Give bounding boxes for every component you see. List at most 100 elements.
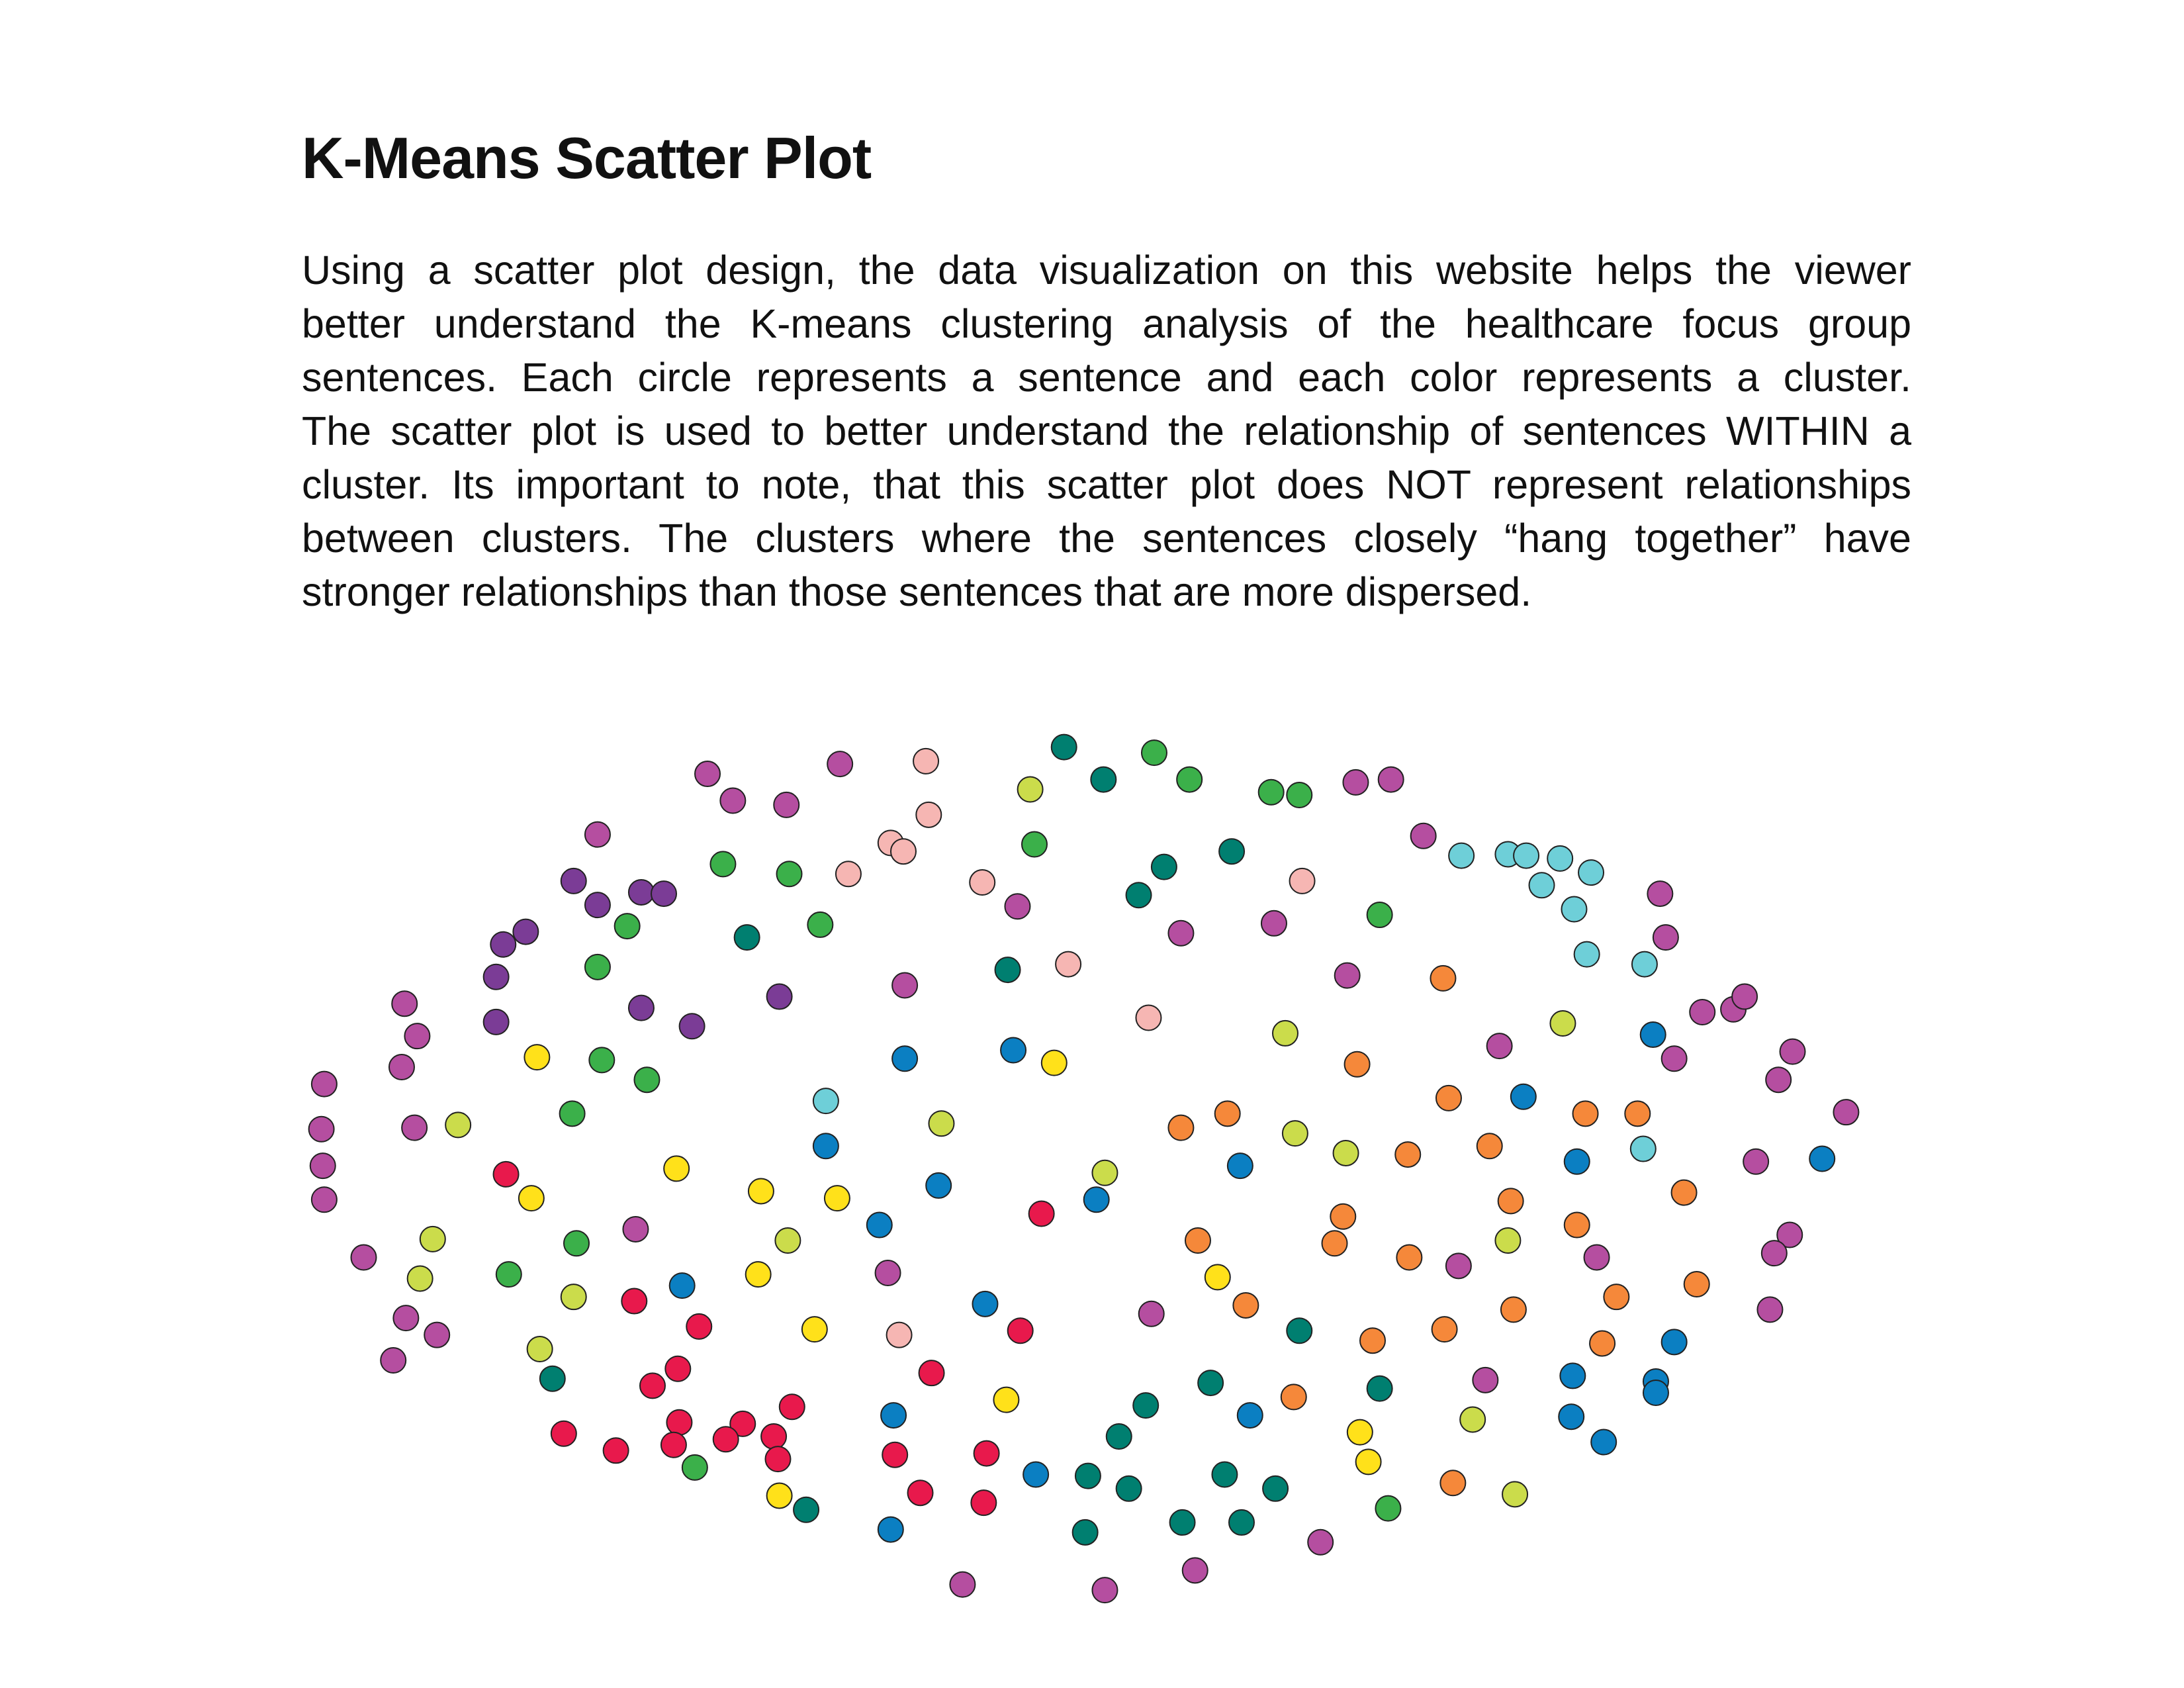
point xyxy=(563,1230,590,1257)
point xyxy=(1260,910,1287,937)
point xyxy=(1050,733,1077,761)
point xyxy=(1647,880,1674,908)
point xyxy=(1169,1509,1196,1536)
point xyxy=(973,1440,1000,1467)
point xyxy=(835,861,862,888)
point xyxy=(404,1023,431,1050)
point xyxy=(907,1479,934,1507)
point xyxy=(1603,1284,1630,1311)
point xyxy=(1561,896,1588,923)
point xyxy=(1497,1188,1524,1215)
point xyxy=(1135,1004,1162,1031)
point xyxy=(664,1355,692,1382)
point xyxy=(972,1290,999,1317)
point xyxy=(712,1426,739,1453)
point xyxy=(1262,1475,1289,1502)
point xyxy=(1573,941,1600,968)
point xyxy=(889,838,917,865)
point xyxy=(1280,1383,1307,1411)
point xyxy=(1355,1448,1382,1476)
point xyxy=(668,1272,696,1299)
point xyxy=(1776,1221,1803,1248)
point xyxy=(1181,1557,1208,1584)
point xyxy=(1286,1317,1313,1344)
point xyxy=(1346,1419,1373,1446)
point xyxy=(1366,1375,1393,1402)
point xyxy=(1334,962,1361,989)
point xyxy=(1472,1366,1499,1393)
point xyxy=(1476,1133,1503,1160)
point xyxy=(915,801,942,828)
point xyxy=(1140,739,1167,767)
point xyxy=(310,1070,338,1098)
point xyxy=(1528,872,1555,899)
point xyxy=(1021,831,1048,858)
point xyxy=(1125,882,1152,909)
point xyxy=(492,1160,520,1188)
point xyxy=(1410,822,1437,849)
point xyxy=(482,963,510,990)
point xyxy=(1359,1327,1387,1354)
point xyxy=(874,1259,901,1286)
point xyxy=(391,990,418,1017)
point xyxy=(309,1152,336,1180)
point xyxy=(880,1402,907,1429)
point xyxy=(1502,1481,1529,1508)
point xyxy=(1756,1296,1784,1323)
point xyxy=(1332,1139,1359,1166)
point xyxy=(1809,1145,1836,1172)
point xyxy=(764,1446,792,1473)
point xyxy=(1589,1330,1616,1357)
point xyxy=(1563,1148,1590,1175)
point xyxy=(1459,1406,1486,1433)
point xyxy=(807,911,834,938)
point xyxy=(380,1347,407,1374)
point xyxy=(1330,1203,1357,1230)
point xyxy=(550,1420,577,1447)
point xyxy=(1167,919,1195,947)
point xyxy=(766,983,793,1010)
point xyxy=(882,1441,909,1468)
point xyxy=(518,1185,545,1212)
point xyxy=(1394,1141,1422,1168)
point xyxy=(663,1155,690,1182)
point xyxy=(633,1066,660,1094)
point xyxy=(1431,1316,1458,1343)
point xyxy=(812,1088,839,1115)
point xyxy=(773,791,800,818)
point xyxy=(778,1393,805,1421)
point xyxy=(729,1410,756,1437)
point xyxy=(1055,951,1082,978)
point xyxy=(1779,1038,1806,1065)
point xyxy=(969,869,996,896)
point xyxy=(1226,1152,1253,1180)
point xyxy=(406,1265,433,1292)
point xyxy=(1448,842,1475,869)
description-line: better understand the K-means clustering… xyxy=(302,301,1911,346)
point xyxy=(812,1133,839,1160)
point xyxy=(651,880,678,908)
point xyxy=(388,1054,415,1081)
point xyxy=(776,861,803,888)
point xyxy=(913,747,940,774)
point xyxy=(1281,1120,1308,1147)
point xyxy=(350,1244,377,1271)
point xyxy=(709,851,737,878)
point xyxy=(310,1186,338,1213)
point xyxy=(1500,1296,1527,1323)
point xyxy=(1150,853,1177,880)
description-line: stronger relationships than those senten… xyxy=(302,569,1532,614)
point xyxy=(681,1454,708,1481)
point xyxy=(1132,1392,1160,1419)
point xyxy=(1445,1252,1472,1280)
point xyxy=(559,1100,586,1127)
point xyxy=(1439,1470,1467,1497)
point xyxy=(1513,842,1540,869)
point xyxy=(886,1321,913,1348)
point xyxy=(1271,1019,1298,1047)
point xyxy=(686,1313,713,1340)
point xyxy=(1138,1300,1165,1327)
point xyxy=(1184,1227,1211,1254)
point xyxy=(1549,1010,1576,1037)
point xyxy=(308,1115,335,1143)
